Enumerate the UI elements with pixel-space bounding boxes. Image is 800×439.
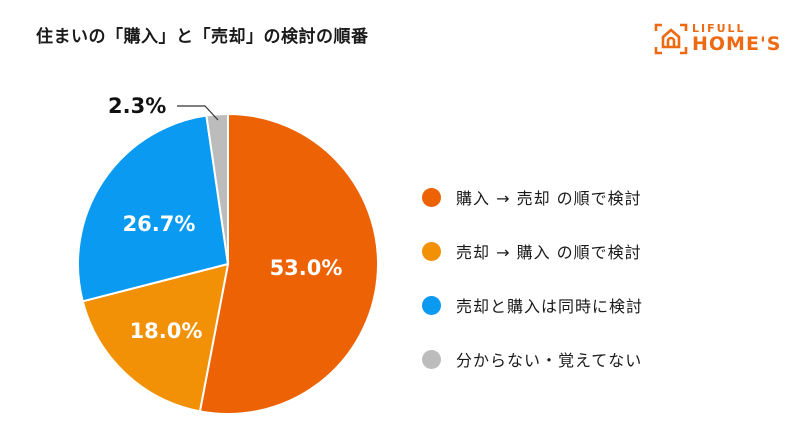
legend: 購入 → 売却 の順で検討 売却 → 購入 の順で検討 売却と購入は同時に検討 …	[422, 170, 643, 386]
legend-item-unknown: 分からない・覚えてない	[422, 332, 643, 386]
brand-line2: HOME'S	[692, 33, 782, 55]
lifull-homes-logo: LIFULL HOME'S	[652, 20, 782, 56]
house-icon	[654, 23, 688, 55]
slice-unknown	[205, 112, 229, 265]
leader-line	[177, 105, 219, 121]
legend-dot-icon	[422, 241, 441, 261]
chart-title: 住まいの「購入」と「売却」の検討の順番	[36, 27, 369, 47]
legend-item-simultaneous: 売却と購入は同時に検討	[422, 278, 643, 332]
legend-item-sell-first: 売却 → 購入 の順で検討	[422, 224, 643, 278]
slice-buy-first	[198, 112, 379, 415]
slice-label-unknown: 2.3%	[108, 94, 167, 118]
legend-item-buy-first: 購入 → 売却 の順で検討	[422, 170, 643, 224]
brand-line1: LIFULL	[692, 22, 746, 35]
slice-label-simultaneous: 26.7%	[122, 212, 196, 236]
slice-sell-first	[81, 262, 230, 413]
slice-simultaneous	[77, 114, 230, 303]
legend-dot-icon	[422, 295, 441, 315]
legend-dot-icon	[422, 349, 441, 369]
slice-label-sell-first: 18.0%	[129, 319, 203, 343]
slice-label-buy-first: 53.0%	[269, 256, 343, 280]
legend-dot-icon	[422, 187, 441, 207]
